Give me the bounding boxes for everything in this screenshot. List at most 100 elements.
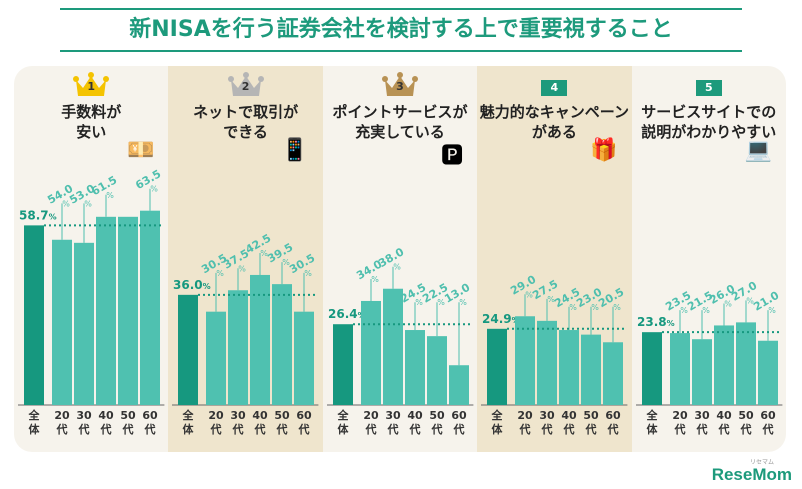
bar-20代 (52, 239, 72, 405)
data-label: 30.5 (288, 251, 318, 276)
bar-60代 (757, 340, 778, 405)
category-label: 体 (337, 422, 349, 436)
point-coin-icon: 🅿 (441, 144, 464, 169)
panel-title: 手数料が 安い (61, 103, 122, 141)
category-label: 代 (761, 422, 773, 436)
data-label-unit: % (393, 263, 401, 272)
data-label-unit: % (305, 269, 313, 278)
bar-30代 (382, 288, 403, 405)
data-label-unit: % (525, 290, 533, 299)
bar-chart: 全体24.9%20代29.0%30代27.5%40代24.5%50代23.0%6… (481, 273, 628, 436)
panel-rank-5: 5 サービスサイトでの 説明がわかりやすい 💻 全体 23.8% 20 代 23.5% 30 代 2… (632, 66, 786, 452)
category-label: 40 (407, 409, 423, 422)
bar-50代 (118, 216, 138, 405)
data-label-unit: % (569, 303, 577, 312)
bar-20代 (669, 333, 690, 405)
category-label: 20 (54, 409, 70, 422)
bar-40代 (713, 325, 734, 405)
resemom-logo: リセマム ReseMom (712, 460, 792, 485)
category-label: 40 (253, 409, 269, 422)
bar-20代 (515, 316, 536, 405)
bar-chart: 全体36.0%20代30.5%30代37.5%40代42.5%50代39.5%6… (172, 232, 319, 436)
category-label: 50 (275, 409, 291, 422)
bar-chart: 全体26.4%20代34.0%30代38.0%40代24.5%50代22.5%6… (326, 245, 474, 436)
category-label: 体 (646, 422, 658, 436)
data-label-unit: % (371, 275, 379, 284)
data-label-unit: % (702, 306, 710, 315)
data-label-unit: % (84, 199, 92, 208)
data-label-unit: % (437, 298, 445, 307)
category-label: 代 (430, 422, 442, 436)
bar-60代 (603, 342, 624, 405)
category-label: 20 (672, 409, 688, 422)
logo-ruby: リセマム (749, 460, 774, 466)
crown-icon: 3 (381, 72, 418, 96)
category-label: 代 (563, 422, 575, 436)
bar-30代 (691, 339, 712, 405)
bar-50代 (581, 334, 602, 405)
panel-rank-2: 2 ネットで取引が できる 📱 全体 36.0% 20 代 30.5% 30 代 37.5% 40 代 4… (168, 66, 323, 452)
category-label: 代 (100, 422, 112, 436)
bar-全体 (178, 294, 199, 405)
category-label: 代 (386, 422, 398, 436)
money-icon: 💴 (126, 138, 155, 163)
gift-icon: 🎁 (590, 138, 618, 163)
category-label: 代 (364, 422, 376, 436)
bar-30代 (537, 320, 558, 405)
panel-title: サービスサイトでの 説明がわかりやすい (641, 103, 777, 141)
crown-icon: 2 (227, 72, 264, 96)
category-label: 代 (739, 422, 751, 436)
page-title: 新NISAを行う証券会社を検討する上で重要視すること (60, 8, 742, 52)
category-label: 代 (232, 422, 244, 436)
rank-badge: 4 (541, 80, 568, 96)
category-label: 60 (451, 409, 467, 422)
bar-40代 (559, 330, 580, 405)
category-label: 30 (231, 409, 247, 422)
data-label-unit: % (613, 303, 621, 312)
data-label: 58.7% (19, 208, 57, 222)
bar-40代 (96, 216, 116, 405)
data-label-unit: % (746, 296, 754, 305)
data-label: 20.5 (596, 285, 626, 310)
category-label: 40 (716, 409, 732, 422)
data-label: 38.0 (376, 245, 406, 270)
bar-全体 (487, 328, 508, 405)
data-label: 23.8% (637, 315, 675, 329)
bar-20代 (360, 300, 381, 405)
category-label: 50 (429, 409, 445, 422)
bar-chart: 全体23.8%20代23.5%30代21.5%40代26.0%50代27.0%6… (635, 279, 782, 436)
data-label-unit: % (680, 306, 688, 315)
category-label: 30 (76, 409, 92, 422)
data-label-unit: % (724, 299, 732, 308)
bar-60代 (140, 210, 160, 405)
category-label: 40 (98, 409, 114, 422)
category-label: 30 (694, 409, 710, 422)
category-label: 代 (122, 422, 134, 436)
category-label: 全 (182, 408, 195, 422)
category-label: 代 (298, 422, 310, 436)
panel-title: 魅力的なキャンペーン がある (479, 103, 630, 141)
data-label: 13.0 (442, 281, 472, 306)
bar-全体 (332, 324, 353, 405)
category-label: 代 (607, 422, 619, 436)
data-label: 21.0 (751, 289, 781, 314)
data-label-unit: % (459, 298, 467, 307)
category-label: 代 (210, 422, 222, 436)
data-label-unit: % (261, 249, 269, 258)
category-label: 20 (518, 409, 534, 422)
data-label: 36.0% (173, 278, 211, 292)
category-label: 代 (673, 422, 685, 436)
category-label: 60 (606, 409, 622, 422)
smartphone-icon: 📱 (281, 138, 309, 163)
data-label-unit: % (547, 295, 555, 304)
category-label: 体 (492, 422, 504, 436)
data-label-unit: % (62, 199, 70, 208)
data-label: 63.5 (133, 167, 163, 192)
category-label: 50 (584, 409, 600, 422)
data-label: 26.4% (328, 307, 366, 321)
category-label: 30 (540, 409, 556, 422)
category-label: 代 (585, 422, 597, 436)
category-label: 40 (562, 409, 578, 422)
bar-20代 (206, 311, 227, 405)
category-label: 60 (297, 409, 313, 422)
